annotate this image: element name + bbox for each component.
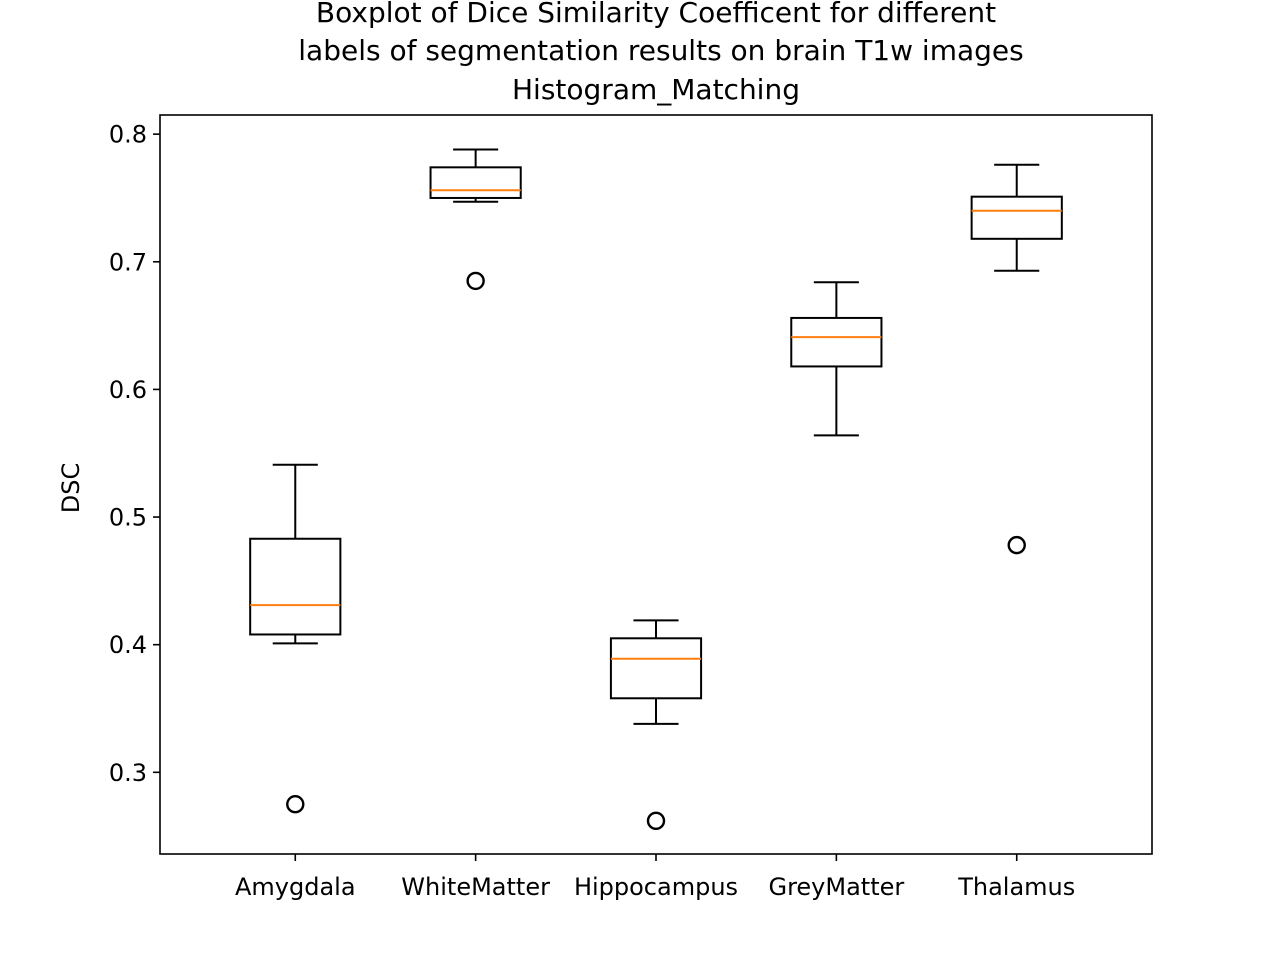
- chart-title-line-3: Histogram_Matching: [512, 73, 800, 106]
- x-tick-label-hippocampus: Hippocampus: [574, 873, 738, 901]
- y-tick-label: 0.5: [109, 504, 147, 532]
- y-tick-label: 0.3: [109, 759, 147, 787]
- outlier-point-whitematter: [466, 271, 485, 291]
- outlier-point-thalamus: [1007, 535, 1026, 555]
- y-tick-label: 0.8: [109, 121, 147, 149]
- outlier-point-hippocampus: [646, 811, 666, 831]
- box-thalamus: [970, 195, 1063, 240]
- chart-title: Boxplot of Dice Similarity Coefficent fo…: [298, 0, 1023, 106]
- x-tick-label-greymatter: GreyMatter: [768, 873, 904, 901]
- outlier-point-amygdala: [286, 795, 305, 814]
- chart-title-line-2: labels of segmentation results on brain …: [298, 34, 1023, 67]
- chart-title-line-1: Boxplot of Dice Similarity Coefficent fo…: [316, 0, 996, 29]
- plot-area: 0.3 0.4 0.5 0.6 0.7 0.8 Amygdala WhiteMatter Hip…: [109, 121, 1075, 901]
- x-tick-label-amygdala: Amygdala: [235, 873, 356, 901]
- box-amygdala: [249, 537, 342, 636]
- y-axis-label: DSC: [57, 463, 85, 513]
- y-tick-label: 0.6: [109, 376, 147, 404]
- box-greymatter: [790, 316, 883, 368]
- x-tick-label-whitematter: WhiteMatter: [401, 873, 550, 901]
- box-whitematter: [429, 166, 522, 199]
- box-hippocampus: [609, 637, 703, 700]
- y-tick-label: 0.4: [109, 631, 147, 659]
- x-tick-label-thalamus: Thalamus: [957, 873, 1075, 901]
- axes-frame: [159, 114, 1153, 855]
- y-tick-label: 0.7: [109, 248, 147, 276]
